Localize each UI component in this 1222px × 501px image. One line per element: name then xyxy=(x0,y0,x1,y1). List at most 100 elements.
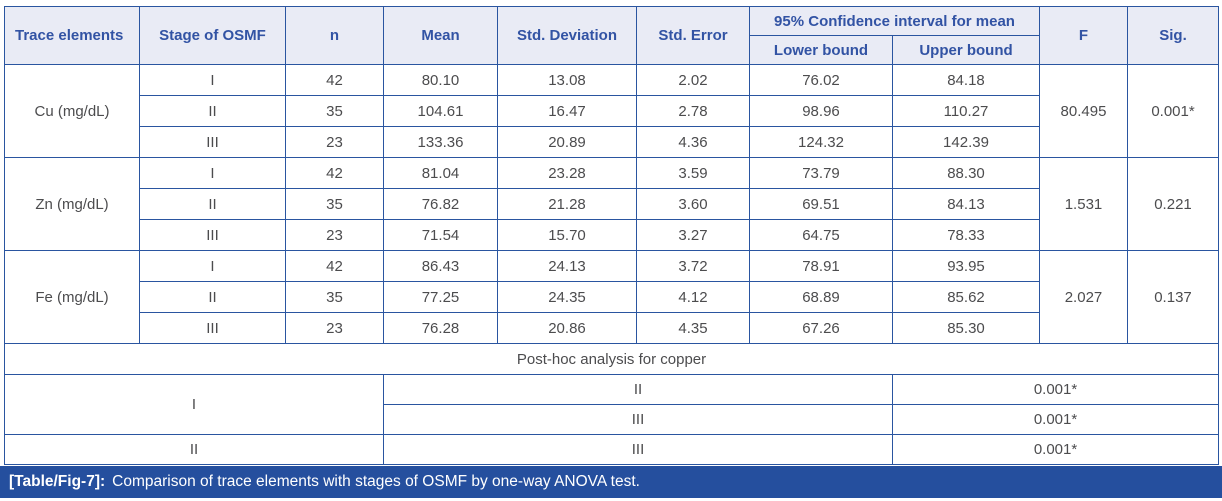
cell-std-error: 4.36 xyxy=(636,126,750,158)
cell-std-error: 3.27 xyxy=(636,219,750,251)
cell-lower-bound: 98.96 xyxy=(749,95,893,127)
posthoc-label: Post-hoc analysis for copper xyxy=(4,343,1219,375)
posthoc-sig: 0.001* xyxy=(892,404,1219,435)
posthoc-sig: 0.001* xyxy=(892,374,1219,405)
posthoc-label-row: Post-hoc analysis for copper xyxy=(4,343,1219,375)
table-row: II 35 104.61 16.47 2.78 98.96 110.27 xyxy=(5,95,1219,127)
cell-n: 35 xyxy=(285,188,384,220)
element-label-fe: Fe (mg/dL) xyxy=(4,250,140,344)
header-std-error: Std. Error xyxy=(636,6,750,65)
cell-mean: 81.04 xyxy=(383,157,498,189)
header-lower-bound: Lower bound xyxy=(749,35,893,65)
table-row: II 35 76.82 21.28 3.60 69.51 84.13 xyxy=(5,188,1219,220)
cell-std-error: 4.35 xyxy=(636,312,750,344)
cell-lower-bound: 64.75 xyxy=(749,219,893,251)
posthoc-group1-II: II xyxy=(4,434,384,465)
header-confidence-interval-group: 95% Confidence interval for mean xyxy=(749,6,1040,36)
header-std-deviation: Std. Deviation xyxy=(497,6,637,65)
cell-std-error: 4.12 xyxy=(636,281,750,313)
cell-n: 23 xyxy=(285,126,384,158)
cell-stage: II xyxy=(139,188,286,220)
cell-lower-bound: 68.89 xyxy=(749,281,893,313)
posthoc-row: II III 0.001* xyxy=(4,434,1219,465)
cell-stage: III xyxy=(139,312,286,344)
cell-mean: 133.36 xyxy=(383,126,498,158)
posthoc-group1-I: I xyxy=(4,374,384,435)
posthoc-group2: III xyxy=(383,434,893,465)
header-upper-bound: Upper bound xyxy=(892,35,1040,65)
posthoc-row: III 0.001* xyxy=(5,404,1219,435)
cell-upper-bound: 110.27 xyxy=(892,95,1040,127)
cell-std-error: 2.78 xyxy=(636,95,750,127)
cell-std-error: 2.02 xyxy=(636,64,750,96)
cell-n: 42 xyxy=(285,64,384,96)
posthoc-sig: 0.001* xyxy=(892,434,1219,465)
table-caption: [Table/Fig-7]: Comparison of trace eleme… xyxy=(0,466,1222,498)
header-f: F xyxy=(1039,6,1128,65)
cell-std-error: 3.60 xyxy=(636,188,750,220)
cell-std-deviation: 15.70 xyxy=(497,219,637,251)
cell-n: 42 xyxy=(285,250,384,282)
table-row: III 23 71.54 15.70 3.27 64.75 78.33 xyxy=(5,219,1219,251)
cell-std-error: 3.72 xyxy=(636,250,750,282)
cell-f-zn: 1.531 xyxy=(1039,157,1128,251)
cell-stage: I xyxy=(139,250,286,282)
cell-upper-bound: 88.30 xyxy=(892,157,1040,189)
cell-n: 23 xyxy=(285,219,384,251)
cell-stage: III xyxy=(139,126,286,158)
cell-upper-bound: 84.13 xyxy=(892,188,1040,220)
cell-upper-bound: 85.62 xyxy=(892,281,1040,313)
cell-lower-bound: 67.26 xyxy=(749,312,893,344)
posthoc-group2: III xyxy=(383,404,893,435)
cell-sig-zn: 0.221 xyxy=(1127,157,1219,251)
header-stage-of-osmf: Stage of OSMF xyxy=(139,6,286,65)
cell-n: 42 xyxy=(285,157,384,189)
posthoc-group2: II xyxy=(383,374,893,405)
cell-std-deviation: 13.08 xyxy=(497,64,637,96)
cell-lower-bound: 124.32 xyxy=(749,126,893,158)
cell-std-error: 3.59 xyxy=(636,157,750,189)
anova-table: Trace elements Stage of OSMF n Mean Std.… xyxy=(4,6,1219,465)
table-row: III 23 76.28 20.86 4.35 67.26 85.30 xyxy=(5,312,1219,344)
element-label-cu: Cu (mg/dL) xyxy=(4,64,140,158)
cell-mean: 77.25 xyxy=(383,281,498,313)
cell-n: 23 xyxy=(285,312,384,344)
cell-mean: 80.10 xyxy=(383,64,498,96)
cell-upper-bound: 93.95 xyxy=(892,250,1040,282)
cell-mean: 104.61 xyxy=(383,95,498,127)
cell-mean: 86.43 xyxy=(383,250,498,282)
cell-upper-bound: 78.33 xyxy=(892,219,1040,251)
table-row: III 23 133.36 20.89 4.36 124.32 142.39 xyxy=(5,126,1219,158)
header-mean: Mean xyxy=(383,6,498,65)
caption-tag: [Table/Fig-7]: xyxy=(9,473,106,490)
table-row: Zn (mg/dL) I 42 81.04 23.28 3.59 73.79 8… xyxy=(4,157,1219,251)
cell-stage: I xyxy=(139,64,286,96)
cell-std-deviation: 24.35 xyxy=(497,281,637,313)
cell-std-deviation: 21.28 xyxy=(497,188,637,220)
cell-lower-bound: 73.79 xyxy=(749,157,893,189)
cell-n: 35 xyxy=(285,95,384,127)
header-n: n xyxy=(285,6,384,65)
cell-lower-bound: 69.51 xyxy=(749,188,893,220)
table-row: II 35 77.25 24.35 4.12 68.89 85.62 xyxy=(5,281,1219,313)
table-row: Fe (mg/dL) I 42 86.43 24.13 3.72 78.91 9… xyxy=(4,250,1219,344)
cell-n: 35 xyxy=(285,281,384,313)
cell-mean: 76.28 xyxy=(383,312,498,344)
cell-std-deviation: 16.47 xyxy=(497,95,637,127)
cell-f-cu: 80.495 xyxy=(1039,64,1128,158)
header-trace-elements: Trace elements xyxy=(4,6,140,65)
cell-stage: I xyxy=(139,157,286,189)
element-label-zn: Zn (mg/dL) xyxy=(4,157,140,251)
cell-upper-bound: 84.18 xyxy=(892,64,1040,96)
cell-f-fe: 2.027 xyxy=(1039,250,1128,344)
cell-lower-bound: 76.02 xyxy=(749,64,893,96)
cell-std-deviation: 20.86 xyxy=(497,312,637,344)
header-sig: Sig. xyxy=(1127,6,1219,65)
cell-upper-bound: 142.39 xyxy=(892,126,1040,158)
cell-std-deviation: 23.28 xyxy=(497,157,637,189)
cell-stage: II xyxy=(139,281,286,313)
posthoc-row: I II 0.001* xyxy=(4,374,1219,435)
cell-sig-cu: 0.001* xyxy=(1127,64,1219,158)
cell-sig-fe: 0.137 xyxy=(1127,250,1219,344)
cell-stage: III xyxy=(139,219,286,251)
